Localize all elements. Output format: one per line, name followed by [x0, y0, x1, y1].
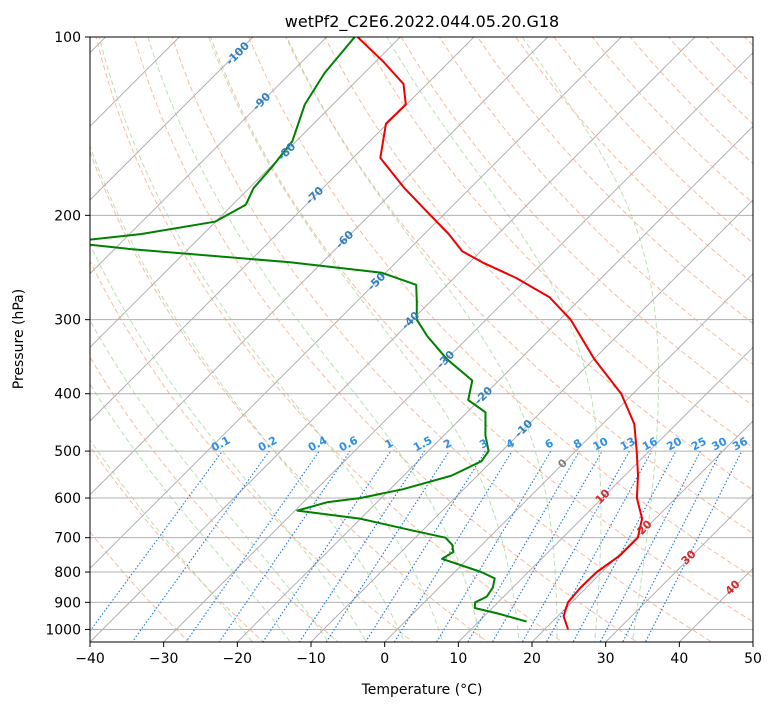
isotherm-line [236, 125, 753, 642]
mixing-ratio-line [467, 450, 580, 642]
y-tick-label: 100 [54, 30, 81, 46]
dewpoint-profile-line [90, 37, 527, 623]
mixing-ratio-label: 20 [664, 435, 684, 454]
dry-adiabat-line [133, 37, 638, 642]
moist-adiabat-line [521, 37, 660, 642]
y-axis-label: Pressure (hPa) [11, 289, 27, 389]
x-tick-label: 50 [744, 651, 762, 667]
isotherm-line [531, 420, 753, 642]
plot-frame [89, 36, 754, 643]
mixing-ratio-line [364, 450, 486, 642]
plot-area: -100-90-80-70-60-50-40-30-20-10010203040… [90, 37, 753, 642]
pressure-gridlines [90, 37, 753, 630]
mixing-ratio-line [262, 450, 392, 642]
mixing-ratio-lines [90, 450, 743, 642]
x-axis-label: Temperature (°C) [361, 682, 483, 698]
x-tick-label: −40 [75, 651, 105, 667]
x-tick-label: 30 [597, 651, 615, 667]
moist-adiabat-line [90, 319, 329, 642]
y-tick-label: 900 [54, 595, 81, 611]
x-tick-label: −20 [223, 651, 253, 667]
temperature-profile-line [356, 37, 644, 630]
isotherm-line [90, 37, 402, 349]
moist-adiabat-line [147, 37, 482, 642]
dry-adiabat-line [248, 37, 753, 578]
mixing-ratio-line [491, 450, 603, 642]
mixing-ratio-label: 36 [730, 435, 750, 454]
y-tick-label: 300 [54, 313, 81, 329]
isotherm-line [604, 493, 753, 642]
dry-adiabat-line [90, 445, 265, 642]
mixing-ratio-line [545, 450, 653, 642]
x-tick-label: −10 [296, 651, 326, 667]
dry-adiabat-line [95, 37, 564, 642]
x-tick-label: 40 [670, 651, 688, 667]
isotherms [90, 37, 753, 642]
isotherm-line [90, 37, 328, 275]
y-tick-label: 500 [54, 444, 81, 460]
mixing-ratio-line [521, 450, 630, 642]
y-tick-label: 700 [54, 531, 81, 547]
x-tick-label: 0 [380, 651, 389, 667]
isotherm-line [90, 37, 623, 570]
isotherm-line [310, 199, 753, 642]
mixing-ratio-line [435, 450, 552, 642]
mixing-ratio-label: 16 [640, 435, 660, 454]
isotherm-line [90, 37, 696, 642]
moist-adiabat-line [98, 37, 444, 642]
isotherm-line [457, 346, 753, 642]
chart-title: wetPf2_C2E6.2022.044.05.20.G18 [285, 12, 559, 32]
dry-adiabat-line [209, 37, 753, 623]
x-axis: −40 −30 −20 −10 0 10 20 30 40 50 [75, 642, 762, 667]
isotherm-line [383, 272, 753, 642]
isotherm-line [90, 37, 549, 496]
y-axis: 100 200 300 400 500 600 700 800 900 1000 [45, 30, 90, 638]
mixing-ratio-label: 25 [689, 435, 709, 454]
mixing-ratio-line [218, 450, 351, 642]
moist-adiabat-line [208, 37, 520, 642]
dry-adiabat-line [477, 37, 753, 325]
isotherm-line [90, 37, 254, 201]
mixing-ratio-line [622, 450, 722, 642]
y-tick-label: 1000 [45, 622, 81, 638]
x-tick-label: 20 [523, 651, 541, 667]
dry-adiabat-line [171, 37, 713, 642]
mixing-ratio-label: 10 [591, 435, 611, 454]
dry-adiabat-line [362, 37, 753, 449]
y-tick-label: 800 [54, 565, 81, 581]
mixing-ratio-label: 30 [710, 435, 730, 454]
isotherm-line [162, 51, 753, 642]
x-tick-label: 10 [449, 651, 467, 667]
dry-adiabat-line [90, 531, 190, 642]
dry-adiabat-line [515, 37, 753, 284]
y-tick-label: 400 [54, 387, 81, 403]
y-tick-label: 600 [54, 491, 81, 507]
mixing-ratio-label: 13 [618, 435, 638, 454]
mixing-ratio-line [185, 450, 320, 642]
mixing-ratio-line [644, 450, 743, 642]
dry-adiabat-line [400, 37, 753, 407]
mixing-ratio-line [393, 450, 513, 642]
profiles [90, 37, 644, 630]
x-tick-label: −30 [149, 651, 179, 667]
isotherm-line [90, 37, 181, 128]
dry-adiabat-line [90, 259, 414, 642]
y-tick-label: 200 [54, 208, 81, 224]
